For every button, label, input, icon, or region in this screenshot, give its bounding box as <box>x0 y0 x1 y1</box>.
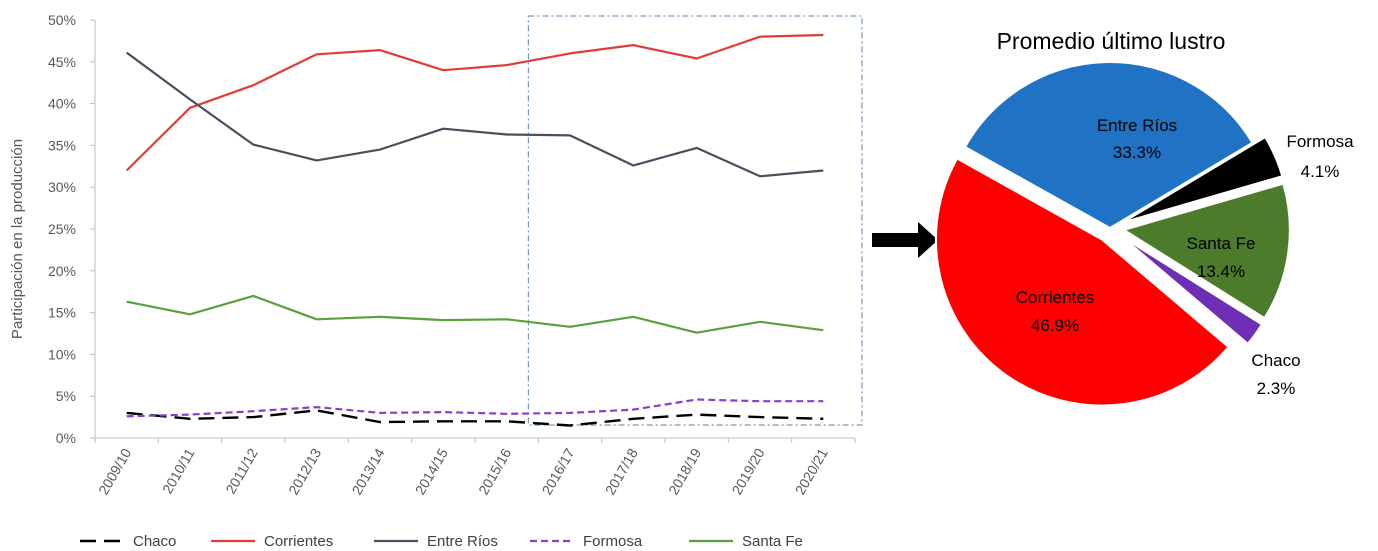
pie-slice-chaco <box>1120 235 1264 346</box>
pie-label-santa-fe: Santa Fe <box>1187 234 1256 253</box>
series-lines <box>125 33 824 427</box>
series-line-chaco <box>126 409 824 427</box>
series-line-entre-rios <box>126 51 824 178</box>
y-tick-label: 0% <box>56 430 76 446</box>
y-tick-label: 35% <box>48 137 76 153</box>
pie-title: Promedio último lustro <box>997 28 1226 54</box>
x-tick-label: 2018/19 <box>665 445 704 497</box>
y-axis-label: Participación en la producción <box>9 139 26 339</box>
pie-value-chaco: 2.3% <box>1257 379 1296 398</box>
pie-slice-formosa <box>1122 135 1284 224</box>
pie-slice-corrientes <box>934 157 1230 407</box>
y-tick-label: 50% <box>48 12 76 28</box>
y-tick-label: 45% <box>48 54 76 70</box>
pie-value-entre-rios: 33.3% <box>1113 143 1161 162</box>
series-line-santa-fe <box>126 294 824 334</box>
pie-labels: Entre Ríos 33.3% Formosa 4.1% Santa Fe 13.4% C… <box>1016 116 1354 398</box>
y-tick-label: 5% <box>56 388 76 404</box>
x-tick-label: 2020/21 <box>792 445 831 497</box>
arrow-icon <box>872 222 938 258</box>
pie-value-santa-fe: 13.4% <box>1197 262 1245 281</box>
pie-slice-santa-fe <box>1121 182 1291 320</box>
x-axis-ticks: 2009/10 2010/11 2011/12 2012/13 2013/14 2014/… <box>94 438 856 497</box>
series-line-formosa <box>126 398 824 418</box>
pie-label-entre-rios: Entre Ríos <box>1097 116 1177 135</box>
y-tick-label: 40% <box>48 96 76 112</box>
highlight-box <box>527 15 863 426</box>
x-tick-label: 2011/12 <box>222 445 261 496</box>
line-chart: 0%5%10%15%20%25%30%35%40%45%50% 2009/10 2… <box>9 12 863 550</box>
y-tick-label: 20% <box>48 263 76 279</box>
x-tick-label: 2016/17 <box>538 445 577 497</box>
x-tick-label: 2009/10 <box>95 445 134 497</box>
y-tick-label: 15% <box>48 305 76 321</box>
pie-label-chaco: Chaco <box>1251 351 1300 370</box>
x-tick-label: 2015/16 <box>475 445 514 497</box>
x-tick-label: 2017/18 <box>602 445 641 497</box>
x-tick-label: 2012/13 <box>285 445 324 497</box>
y-tick-label: 10% <box>48 346 76 362</box>
x-tick-label: 2014/15 <box>412 445 451 497</box>
pie-slices <box>934 61 1291 407</box>
legend-label: Corrientes <box>264 533 333 550</box>
pie-label-formosa: Formosa <box>1286 132 1354 151</box>
y-tick-label: 25% <box>48 221 76 237</box>
pie-label-corrientes: Corrientes <box>1016 288 1094 307</box>
y-axis-ticks: 0% 5% 10% 15% 20% 25% 30% 35% 40% 45% 50% <box>48 12 95 446</box>
x-tick-label: 2019/20 <box>728 445 767 497</box>
legend: Chaco Corrientes Entre Ríos Formosa Santa Fe <box>80 533 803 550</box>
pie-value-formosa: 4.1% <box>1301 162 1340 181</box>
x-tick-label: 2010/11 <box>159 445 198 496</box>
legend-label: Formosa <box>583 533 643 550</box>
pie-slice-entre-rios <box>963 61 1254 230</box>
y-tick-label: 30% <box>48 179 76 195</box>
legend-label: Chaco <box>133 533 176 550</box>
series-line-corrientes <box>125 33 824 172</box>
pie-value-corrientes: 46.9% <box>1031 316 1079 335</box>
legend-label: Santa Fe <box>742 533 803 550</box>
pie-chart: Promedio último lustro Entre Ríos 33.3% Fo… <box>934 28 1354 407</box>
legend-label: Entre Ríos <box>427 533 498 550</box>
x-tick-label: 2013/14 <box>348 445 387 497</box>
